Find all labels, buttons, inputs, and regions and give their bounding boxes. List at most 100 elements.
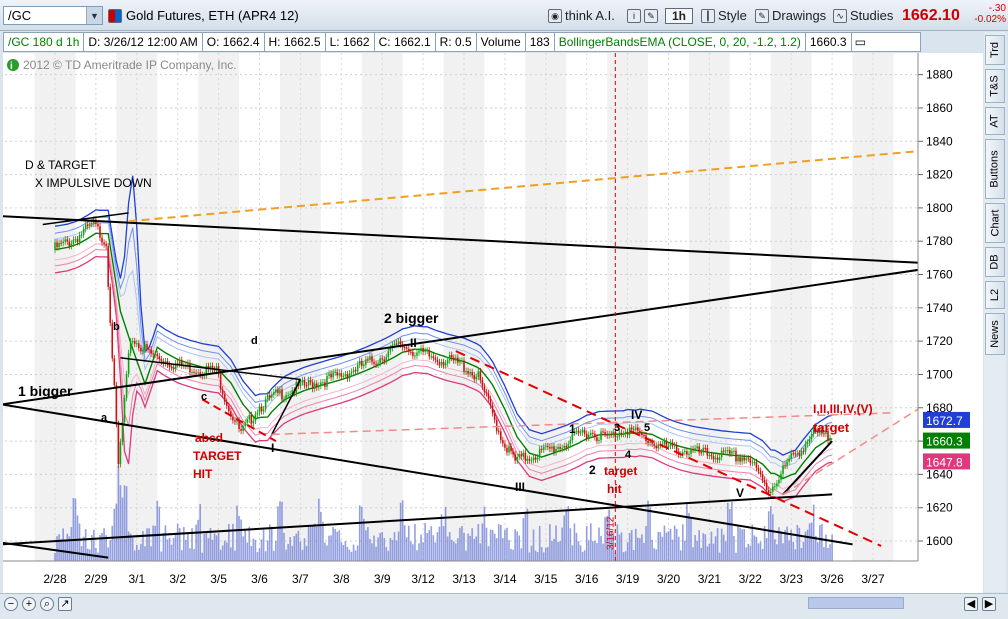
volume-bar <box>545 547 547 561</box>
style-button[interactable]: ┃ Style <box>701 6 747 25</box>
volume-bar <box>763 526 766 561</box>
side-tab-ts[interactable]: T&S <box>985 69 1005 103</box>
zoom-fit-icon[interactable]: ⌕ <box>40 597 54 611</box>
volume-bar <box>99 535 101 561</box>
candle-body <box>142 349 144 352</box>
volume-bar <box>318 498 320 561</box>
candle-body <box>510 446 512 452</box>
candle-body <box>540 448 543 450</box>
candle-body <box>692 448 694 450</box>
trendline-rising <box>1 263 955 406</box>
candle-body <box>780 473 782 480</box>
candle-body <box>260 406 263 412</box>
volume-bar <box>123 485 126 561</box>
side-tab-label: DB <box>989 254 1001 270</box>
chevron-down-icon[interactable]: ▼ <box>86 7 102 24</box>
annotation-label: X IMPULSIVE DOWN <box>35 176 152 190</box>
volume-bar <box>653 548 655 561</box>
side-tab-db[interactable]: DB <box>985 247 1005 277</box>
candle-body <box>113 358 116 386</box>
candle-body <box>346 374 349 379</box>
candle-body <box>405 347 408 349</box>
tools-button[interactable]: i ✎ <box>627 6 658 25</box>
volume-bar <box>495 538 498 561</box>
candle-body <box>774 486 776 488</box>
chart-area[interactable]: D & TARGET X IMPULSIVE DOWN 1 bigger 2 bigg… <box>1 53 983 593</box>
volume-bar <box>806 529 809 561</box>
volume-bar <box>457 538 459 561</box>
scroll-right-icon[interactable]: ▶ <box>982 597 996 611</box>
zoom-in-icon[interactable]: + <box>22 597 36 611</box>
side-tab-label: Trd <box>989 41 1001 59</box>
candle-body <box>428 350 431 357</box>
side-tab-buttons[interactable]: Buttons <box>985 139 1005 199</box>
side-tab-trd[interactable]: Trd <box>985 35 1005 65</box>
zoom-out-icon[interactable]: − <box>4 597 18 611</box>
expand-icon[interactable]: ▭ <box>854 35 866 49</box>
price-chart[interactable]: D & TARGET X IMPULSIVE DOWN 1 bigger 2 bigg… <box>1 53 983 593</box>
candle-body <box>109 286 112 323</box>
volume-bar <box>228 524 230 561</box>
candle-body <box>367 359 369 361</box>
candle-body <box>622 433 625 435</box>
volume-bar <box>491 529 494 561</box>
volume-bar <box>405 537 408 561</box>
volume-bar <box>587 540 590 561</box>
volume-bar <box>105 535 107 561</box>
candle-body <box>686 451 688 455</box>
candle-body <box>489 398 492 406</box>
volume-bar <box>757 543 760 561</box>
candle-body <box>538 448 541 458</box>
think-ai-button[interactable]: ◉ think A.I. <box>548 6 615 25</box>
volume-bar <box>698 530 700 561</box>
volume-bar <box>264 551 267 561</box>
candle-body <box>330 373 332 378</box>
scroll-left-icon[interactable]: ◀ <box>964 597 978 611</box>
volume-bar <box>604 517 606 561</box>
volume-bar <box>637 537 639 561</box>
candle-body <box>446 360 449 364</box>
volume-bar <box>279 501 281 561</box>
side-tab-l2[interactable]: L2 <box>985 281 1005 309</box>
volume-bar <box>692 547 694 561</box>
volume-bar <box>174 534 177 561</box>
candle-body <box>500 431 502 441</box>
candle-body <box>565 445 568 448</box>
volume-bar <box>285 549 287 561</box>
day-band <box>198 53 240 561</box>
candle-body <box>714 457 717 460</box>
volume-bar <box>131 537 134 561</box>
volume-bar <box>76 515 79 561</box>
candle-body <box>741 457 743 462</box>
candle-body <box>70 243 73 247</box>
studies-button[interactable]: ∿ Studies <box>833 6 893 25</box>
side-tab-news[interactable]: News <box>985 313 1005 355</box>
candle-body <box>479 371 482 381</box>
candle-body <box>305 385 308 387</box>
volume-bar <box>240 519 242 561</box>
side-tab-chart[interactable]: Chart <box>985 203 1005 243</box>
volume-bar <box>348 549 351 561</box>
candle-body <box>765 482 768 491</box>
candle-body <box>596 437 598 441</box>
candle-body <box>767 490 770 494</box>
time-scrollbar[interactable] <box>808 597 904 609</box>
candle-body <box>716 457 719 460</box>
candle-body <box>733 450 735 452</box>
interval-button[interactable]: 1h <box>665 6 694 25</box>
side-tab-at[interactable]: AT <box>985 107 1005 135</box>
symbol-input[interactable]: /GC ▼ <box>3 6 103 25</box>
volume-bar <box>444 506 447 561</box>
volume-bar <box>800 548 803 561</box>
candle-body <box>684 451 686 453</box>
volume-bar <box>156 500 159 561</box>
volume-bar <box>622 552 625 561</box>
volume-bar <box>665 532 668 561</box>
volume-bar <box>311 526 314 561</box>
drawings-button[interactable]: ✎ Drawings <box>755 6 826 25</box>
volume-bar <box>281 501 283 561</box>
candle-body <box>309 379 312 383</box>
tool-icon[interactable]: ↗ <box>58 597 72 611</box>
candle-body <box>203 375 206 377</box>
volume-bar <box>610 531 613 561</box>
